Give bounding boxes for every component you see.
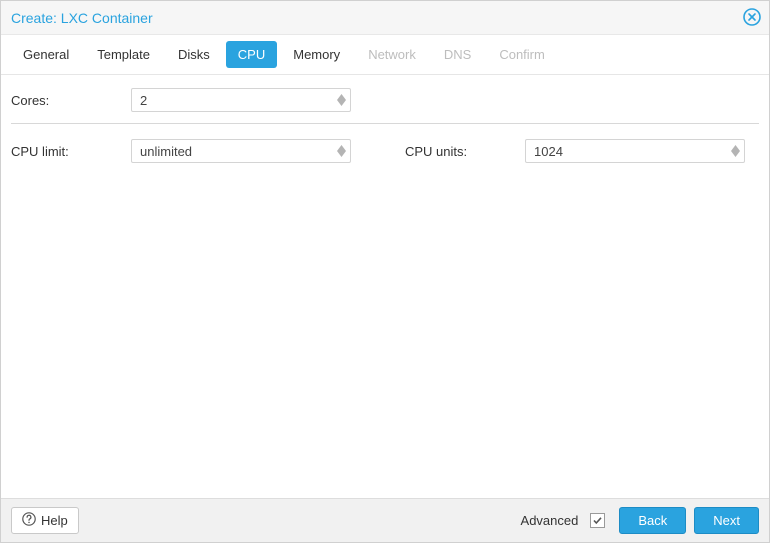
tab-disks[interactable]: Disks	[166, 41, 222, 68]
cpu-units-label: CPU units:	[405, 144, 525, 159]
cpu-units-input[interactable]	[525, 139, 745, 163]
advanced-label: Advanced	[521, 513, 579, 528]
advanced-checkbox[interactable]	[590, 513, 605, 528]
help-button[interactable]: Help	[11, 507, 79, 534]
cores-spinner[interactable]	[131, 88, 351, 112]
titlebar: Create: LXC Container	[1, 1, 769, 35]
next-button[interactable]: Next	[694, 507, 759, 534]
cores-label: Cores:	[11, 93, 131, 108]
back-button[interactable]: Back	[619, 507, 686, 534]
tab-general[interactable]: General	[11, 41, 81, 68]
help-label: Help	[41, 513, 68, 528]
cpu-limit-spinner[interactable]	[131, 139, 351, 163]
cpu-limit-input[interactable]	[131, 139, 351, 163]
tab-panel-cpu: Cores: CPU limit:	[1, 75, 769, 498]
close-icon[interactable]	[743, 8, 761, 26]
separator	[11, 123, 759, 124]
dialog-window: Create: LXC Container General Template D…	[0, 0, 770, 543]
help-icon	[22, 512, 36, 529]
wizard-tabs: General Template Disks CPU Memory Networ…	[1, 35, 769, 75]
tab-template[interactable]: Template	[85, 41, 162, 68]
spinner-arrows-icon[interactable]	[337, 145, 346, 157]
check-icon	[592, 515, 603, 526]
window-title: Create: LXC Container	[11, 10, 153, 26]
tab-dns: DNS	[432, 41, 483, 68]
dialog-footer: Help Advanced Back Next	[1, 498, 769, 542]
tab-network: Network	[356, 41, 428, 68]
spinner-arrows-icon[interactable]	[337, 94, 346, 106]
tab-cpu[interactable]: CPU	[226, 41, 277, 68]
cpu-units-spinner[interactable]	[525, 139, 745, 163]
tab-confirm: Confirm	[487, 41, 557, 68]
cores-input[interactable]	[131, 88, 351, 112]
cpu-limit-label: CPU limit:	[11, 144, 131, 159]
spinner-arrows-icon[interactable]	[731, 145, 740, 157]
tab-memory[interactable]: Memory	[281, 41, 352, 68]
